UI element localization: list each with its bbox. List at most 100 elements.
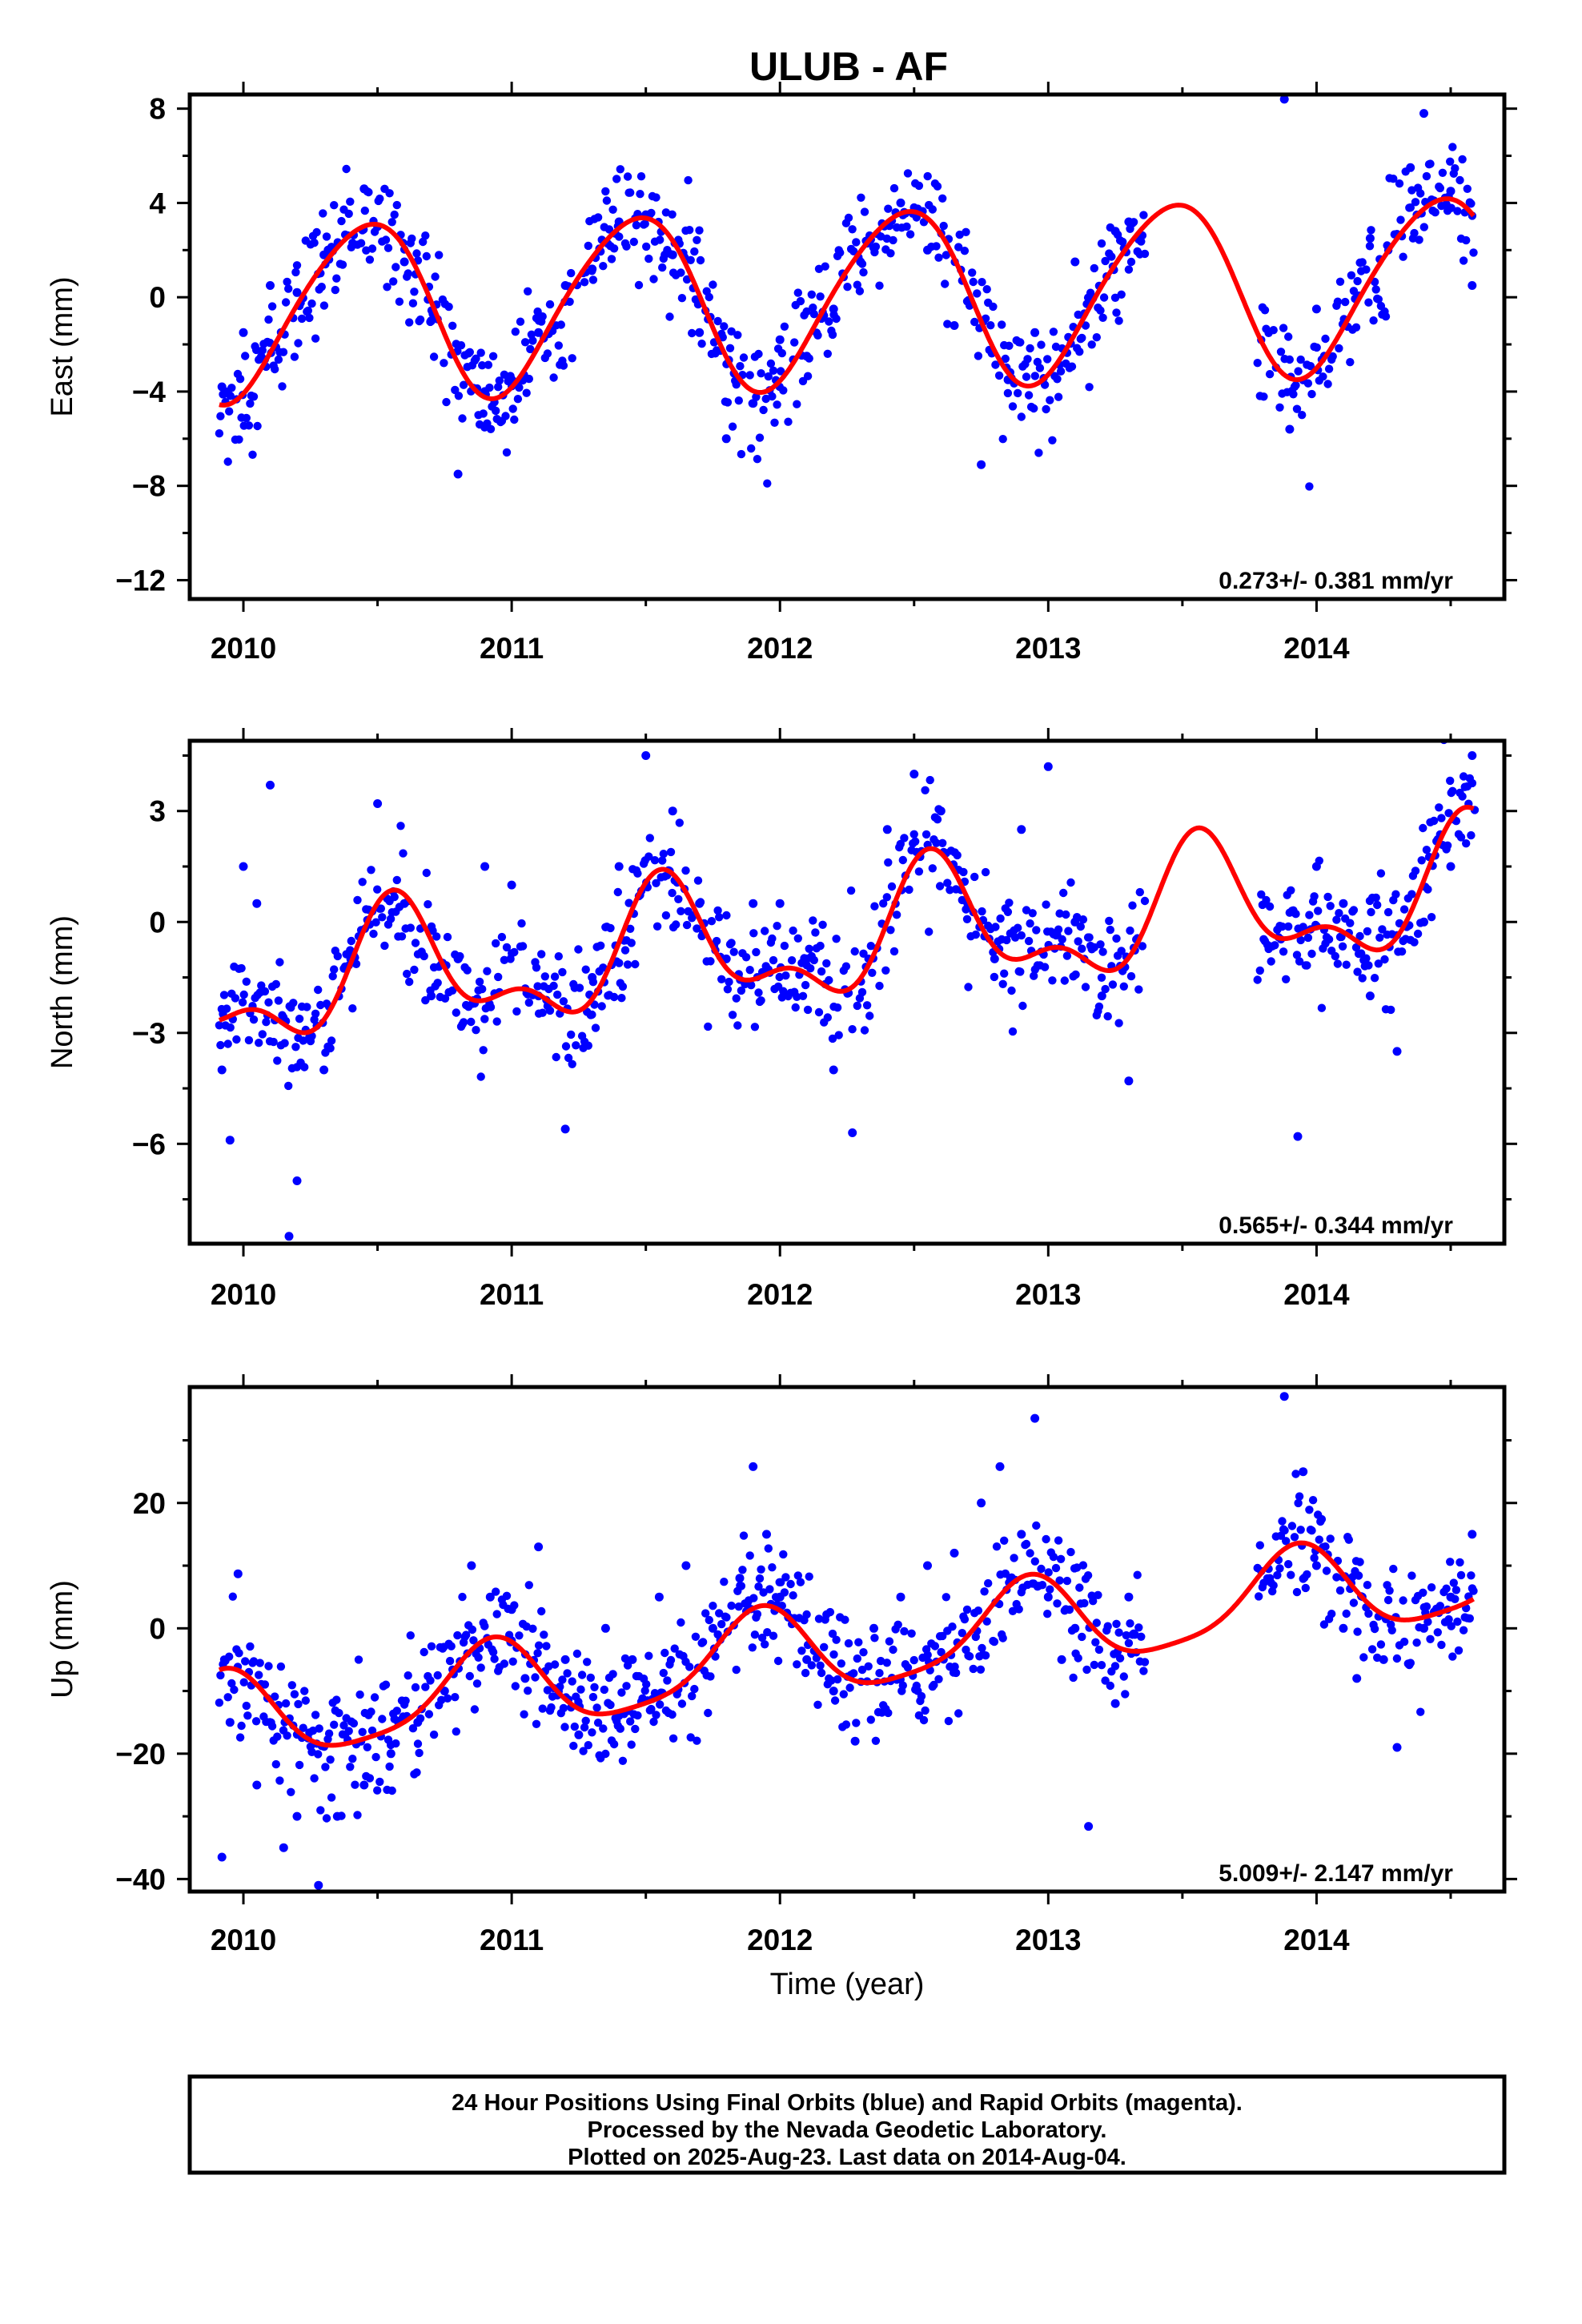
- data-point: [1055, 1576, 1064, 1585]
- data-point: [1253, 359, 1262, 368]
- data-point: [380, 941, 389, 951]
- data-point: [998, 1634, 1007, 1642]
- data-point: [310, 239, 319, 247]
- data-point: [488, 1647, 498, 1657]
- data-point: [353, 895, 362, 905]
- data-point: [292, 1811, 302, 1821]
- data-point: [492, 406, 500, 416]
- data-point: [301, 1696, 310, 1705]
- data-point: [269, 1037, 278, 1047]
- data-point: [1135, 887, 1145, 897]
- data-point: [642, 242, 651, 251]
- data-point: [852, 238, 861, 247]
- data-point: [1000, 969, 1009, 978]
- data-point: [769, 366, 778, 375]
- data-point: [588, 1010, 596, 1019]
- data-point: [809, 310, 818, 319]
- data-point: [715, 1609, 724, 1618]
- data-point: [617, 994, 626, 1003]
- data-point: [267, 1722, 277, 1731]
- data-point: [1299, 1467, 1308, 1477]
- data-point: [656, 1700, 665, 1709]
- data-point: [769, 955, 778, 965]
- data-point: [429, 1730, 439, 1739]
- data-point: [472, 1679, 482, 1688]
- data-point: [1416, 1707, 1425, 1716]
- data-point: [300, 1063, 309, 1072]
- data-point: [342, 164, 351, 174]
- data-point: [817, 1668, 826, 1678]
- data-point: [1305, 482, 1314, 491]
- data-point: [369, 929, 378, 939]
- x-tick-label: 2013: [1015, 1278, 1081, 1311]
- data-point: [982, 285, 991, 294]
- data-point: [1022, 1539, 1031, 1549]
- data-point: [1443, 841, 1452, 850]
- data-point: [816, 1661, 825, 1670]
- data-point: [727, 1601, 736, 1610]
- data-point: [1097, 1661, 1106, 1670]
- data-point: [1282, 975, 1291, 984]
- data-point: [1392, 1654, 1402, 1663]
- trend-line-up: [218, 1540, 1476, 1748]
- data-point: [1438, 168, 1447, 177]
- data-point: [242, 1701, 251, 1711]
- data-point: [763, 479, 772, 488]
- data-point: [732, 380, 741, 389]
- data-point: [584, 1741, 592, 1750]
- data-point: [695, 899, 705, 908]
- data-point: [572, 1649, 582, 1659]
- data-point: [559, 361, 568, 370]
- data-point: [889, 235, 897, 245]
- data-point: [533, 982, 542, 991]
- data-point: [459, 1018, 468, 1027]
- data-point: [1110, 1662, 1120, 1671]
- data-point: [1003, 907, 1013, 917]
- data-point: [944, 1716, 954, 1726]
- data-point: [327, 1036, 336, 1045]
- data-point: [871, 1736, 881, 1745]
- data-point: [225, 1718, 235, 1727]
- data-point: [1435, 803, 1443, 812]
- data-point: [575, 983, 584, 992]
- data-point: [1392, 1047, 1402, 1056]
- data-point: [1291, 380, 1300, 390]
- data-point: [1323, 892, 1332, 902]
- data-point: [917, 1691, 926, 1701]
- data-point: [734, 1602, 743, 1611]
- data-point: [526, 344, 535, 354]
- data-point: [465, 1671, 474, 1681]
- x-tick-label: 2011: [480, 632, 544, 665]
- data-point: [1362, 954, 1371, 963]
- data-point: [584, 241, 592, 251]
- data-point: [812, 1654, 821, 1663]
- data-point: [507, 1605, 516, 1614]
- data-point: [645, 834, 654, 842]
- data-point: [849, 247, 858, 255]
- data-point: [1089, 1597, 1098, 1606]
- data-point: [1000, 1536, 1009, 1546]
- data-point: [712, 936, 721, 946]
- data-point: [818, 920, 827, 930]
- data-point: [905, 230, 915, 239]
- data-point: [1446, 187, 1456, 196]
- data-point: [458, 414, 467, 423]
- data-point: [472, 354, 480, 363]
- data-point: [962, 915, 972, 924]
- data-points-east: [215, 94, 1478, 491]
- data-point: [319, 1065, 329, 1075]
- data-point: [652, 1711, 661, 1719]
- data-point: [572, 1041, 580, 1050]
- data-point: [373, 885, 382, 894]
- data-point: [711, 1652, 720, 1661]
- data-point: [644, 254, 653, 263]
- data-point: [1323, 380, 1332, 388]
- data-point: [990, 972, 999, 982]
- data-point: [998, 435, 1007, 444]
- data-point: [955, 230, 964, 239]
- data-point: [1022, 372, 1031, 381]
- data-point: [809, 304, 817, 312]
- data-point: [723, 985, 733, 994]
- data-point: [554, 341, 563, 350]
- data-point: [823, 349, 833, 358]
